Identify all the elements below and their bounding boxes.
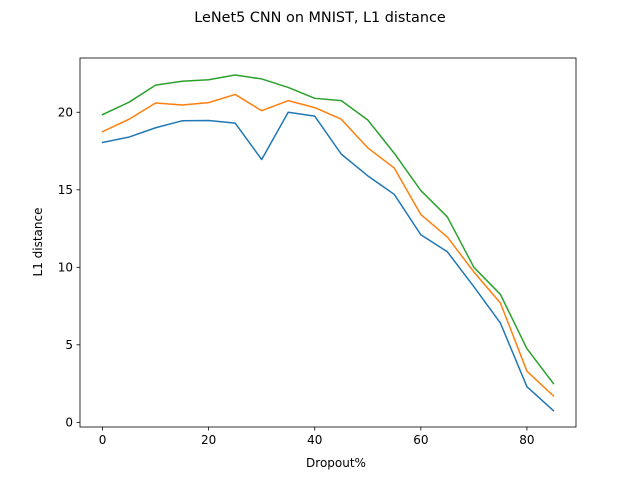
y-tick-label: 20 <box>58 106 73 120</box>
axes-frame <box>79 57 577 428</box>
plot-area: 0 20 40 60 80 0 5 10 15 20 <box>58 57 577 447</box>
x-tick-label: 40 <box>307 433 322 447</box>
chart-title: LeNet5 CNN on MNIST, L1 distance <box>194 10 446 26</box>
y-tick-label: 5 <box>65 338 73 352</box>
x-tick-label: 80 <box>519 433 534 447</box>
y-axis-label: L1 distance <box>31 208 45 277</box>
x-axis-label: Dropout% <box>306 456 366 470</box>
x-tick-label: 60 <box>413 433 428 447</box>
series-line-2 <box>101 93 555 398</box>
y-tick-label: 15 <box>58 183 73 197</box>
series-line-1 <box>101 111 555 412</box>
x-tick-label: 0 <box>99 433 107 447</box>
y-tick-label: 10 <box>58 261 73 275</box>
x-tick-label: 20 <box>201 433 216 447</box>
series-line-3 <box>101 74 555 385</box>
y-tick-label: 0 <box>65 416 73 430</box>
